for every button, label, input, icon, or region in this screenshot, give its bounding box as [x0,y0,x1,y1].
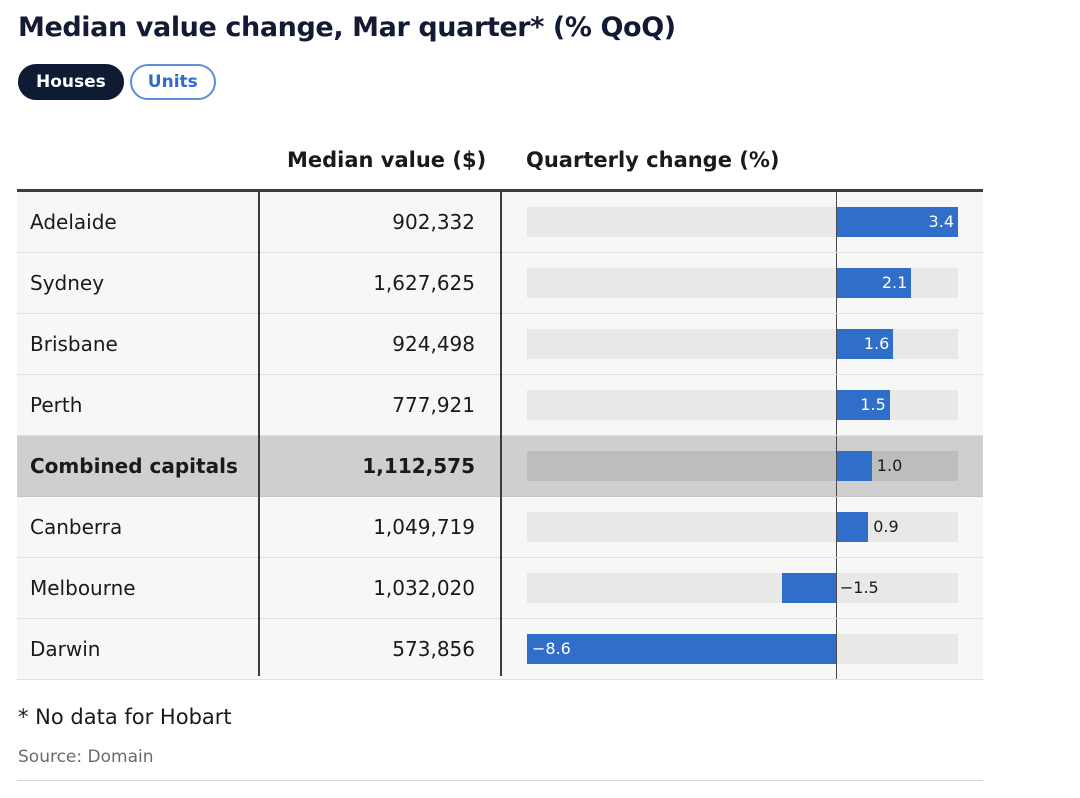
column-divider-median [500,192,502,676]
zero-axis-line [835,436,837,496]
city-label: Canberra [30,515,123,539]
median-value-cell: 1,049,719 [373,515,475,539]
city-label: Darwin [30,637,101,661]
change-bar [835,390,890,420]
median-value-cell: 777,921 [392,393,475,417]
city-label: Brisbane [30,332,118,356]
median-value-cell: 902,332 [392,210,475,234]
change-value-label: 1.0 [876,456,903,475]
change-bar [835,207,958,237]
change-bar [527,634,836,664]
bar-track [527,329,958,359]
city-label: Melbourne [30,576,136,600]
change-value-label: 0.9 [873,517,899,536]
bar-track [527,451,958,481]
bar-track [527,573,958,603]
change-value-label: 3.4 [928,212,954,231]
change-value-label: 1.5 [860,395,886,414]
change-value-label: −1.5 [839,578,879,597]
change-value-label: 1.6 [863,334,890,353]
footnote: * No data for Hobart [18,705,232,729]
column-divider-city [258,192,260,676]
zero-axis-line [835,314,837,374]
change-bar [835,451,872,481]
houses-toggle-button[interactable]: Houses [18,64,124,100]
city-label: Adelaide [30,210,117,234]
units-toggle-button[interactable]: Units [129,64,216,100]
median-value-cell: 573,856 [392,637,475,661]
city-label: Combined capitals [30,454,238,478]
bar-track [527,512,958,542]
zero-axis-line [835,558,837,618]
change-value-label: −8.6 [532,639,571,658]
median-value-cell: 1,032,020 [373,576,475,600]
source-note: Source: Domain [18,747,154,767]
change-bar [782,573,836,603]
change-value-label: 2.1 [881,273,908,292]
city-label: Perth [30,393,83,417]
zero-axis-line [835,497,837,557]
median-value-column-header: Median value ($) [287,148,487,172]
change-bar [835,268,912,298]
change-bar [835,512,869,542]
quarterly-change-column-header: Quarterly change (%) [526,148,780,172]
zero-axis-line [835,192,837,252]
chart-title: Median value change, Mar quarter* (% QoQ… [18,12,676,43]
median-value-cell: 1,627,625 [373,271,475,295]
median-value-cell: 924,498 [392,332,475,356]
bottom-divider [17,780,983,781]
bar-track [527,390,958,420]
view-toggle-group: Houses Units [18,64,216,100]
median-value-cell: 1,112,575 [362,454,475,478]
table-header-rule [17,189,983,192]
zero-axis-line [835,253,837,313]
zero-axis-line [835,619,837,679]
zero-axis-line [835,375,837,435]
change-bar [835,329,894,359]
city-label: Sydney [30,271,105,295]
